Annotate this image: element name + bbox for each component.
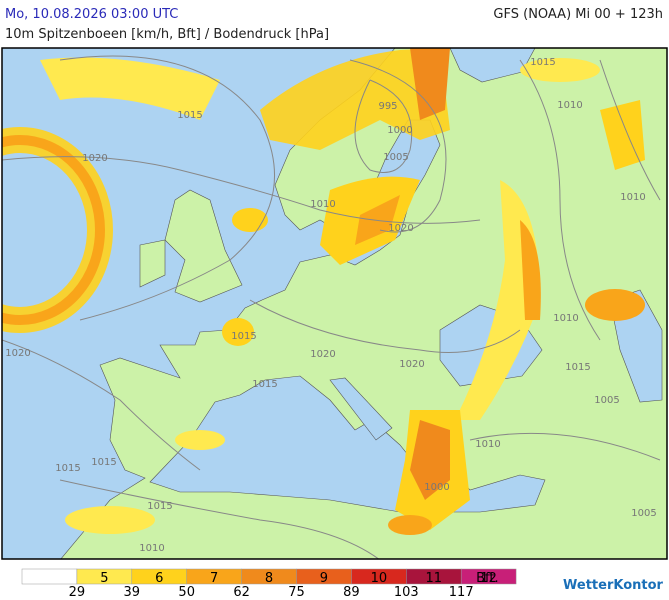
legend-kmh: 103 [394,585,419,600]
isobar-label: 1020 [5,348,30,359]
map-frame [1,47,668,560]
isobar-label: 1005 [383,152,408,163]
isobar-label: 1005 [594,395,619,406]
legend-kmh: 117 [449,585,474,600]
isobar-label: 1005 [631,508,656,519]
isobar-label: 1020 [310,349,335,360]
subtitle: 10m Spitzenboeen [km/h, Bft] / Bodendruc… [5,27,329,42]
logo: WetterKontor [563,578,664,593]
legend-kmh: 89 [343,585,360,600]
isobar-label: 1020 [388,223,413,234]
isobar-label: 1010 [310,199,335,210]
legend-kmh: 62 [233,585,250,600]
gust-areas [2,48,645,535]
isobar-label: 1010 [557,100,582,111]
isobar-label: 1015 [91,457,116,468]
legend-bft: 8 [265,571,273,586]
legend-bft: 12 [480,571,497,586]
isobar-label: 1015 [252,379,277,390]
legend-kmh: 50 [178,585,195,600]
legend-bft: 6 [155,571,163,586]
isobar-label: 1020 [82,153,107,164]
legend-swatch [460,568,517,585]
isobars [2,55,661,559]
isobar-label: 1010 [620,192,645,203]
datetime: Mo, 10.08.2026 03:00 UTC [5,7,178,22]
legend-bft: 7 [210,571,218,586]
isobar-label: 1000 [387,125,412,136]
isobar-label: 1010 [553,313,578,324]
isobar-label: 1015 [231,331,256,342]
legend-unit: Bft. [476,571,499,586]
legend-bft: 10 [371,571,388,586]
isobar-label: 1015 [55,463,80,474]
isobar-label: 1000 [424,482,449,493]
legend-bft: 9 [320,571,328,586]
isobar-label: 1015 [147,501,172,512]
isobar-label: 1015 [530,57,555,68]
isobar-label: 1020 [399,359,424,370]
model-run: GFS (NOAA) Mi 00 + 123h [493,7,663,22]
legend-swatch [21,568,78,585]
legend-bft: 5 [100,571,108,586]
isobar-label: 1010 [139,543,164,554]
legend-kmh: 39 [124,585,141,600]
isobar-label: 995 [378,101,397,112]
legend-kmh: 29 [69,585,86,600]
isobar-label: 1015 [177,110,202,121]
isobar-label: 1015 [565,362,590,373]
isobar-label: 1010 [475,439,500,450]
legend-kmh: 75 [288,585,305,600]
map: 1015 1010 1010 995 1000 1005 1015 1020 1010 1020 1… [2,48,667,559]
legend-bft: 11 [425,571,442,586]
